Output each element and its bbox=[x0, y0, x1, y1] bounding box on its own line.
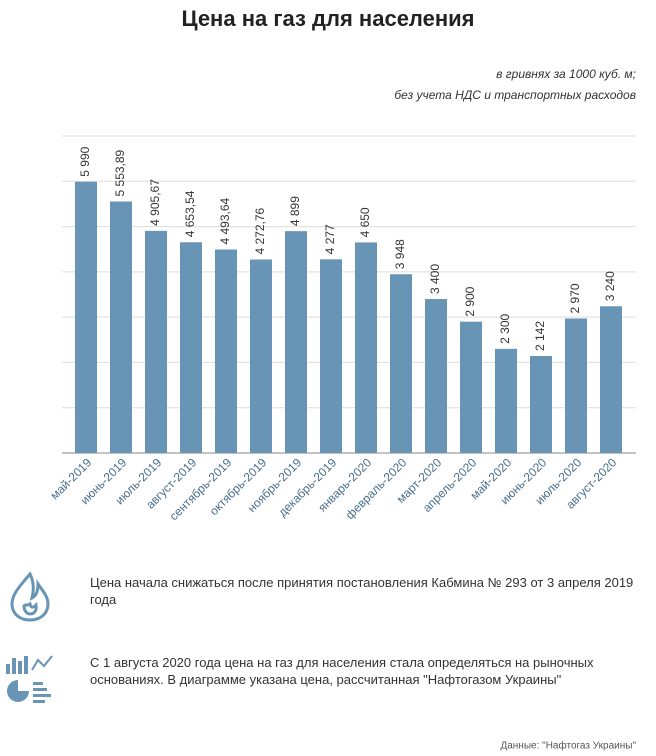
value-label: 2 900 bbox=[463, 286, 477, 316]
value-label: 4 905,67 bbox=[148, 179, 162, 226]
value-label: 3 400 bbox=[428, 264, 442, 294]
note-text: года bbox=[90, 592, 117, 607]
bar bbox=[250, 259, 272, 453]
x-tick-label: февраль-2020 bbox=[343, 455, 410, 522]
subtitle: в гривнях за 1000 куб. м; bbox=[496, 67, 636, 81]
bar bbox=[285, 231, 307, 453]
note: С 1 августа 2020 года цена на газ для на… bbox=[90, 655, 594, 687]
value-label: 4 650 bbox=[358, 207, 372, 237]
bar bbox=[75, 181, 97, 453]
note-text: основаниях. В диаграмме указана цена, ра… bbox=[90, 672, 562, 687]
value-label: 3 240 bbox=[603, 271, 617, 301]
bar bbox=[180, 242, 202, 453]
value-label: 4 899 bbox=[288, 196, 302, 226]
value-label: 4 272,76 bbox=[253, 207, 267, 254]
value-label: 2 142 bbox=[533, 321, 547, 351]
bar bbox=[110, 201, 132, 453]
value-label: 5 553,89 bbox=[113, 149, 127, 196]
note-text: С 1 августа 2020 года цена на газ для на… bbox=[90, 655, 594, 670]
note: Цена начала снижаться после принятия пос… bbox=[90, 575, 633, 607]
value-label: 2 300 bbox=[498, 313, 512, 343]
chart-icon bbox=[6, 655, 53, 703]
bar bbox=[355, 242, 377, 453]
value-label: 4 493,64 bbox=[218, 197, 232, 244]
bar bbox=[425, 299, 447, 453]
flame-icon bbox=[10, 571, 50, 622]
source: Данные: "Нафтогаз Украины" bbox=[500, 740, 636, 752]
value-label: 4 653,54 bbox=[183, 190, 197, 237]
bar bbox=[495, 348, 517, 453]
bar bbox=[565, 318, 587, 453]
value-label: 5 990 bbox=[78, 146, 92, 176]
subtitle: без учета НДС и транспортных расходов bbox=[394, 88, 636, 102]
bar bbox=[530, 355, 552, 453]
chart-title: Цена на газ для населения bbox=[181, 6, 474, 31]
bar bbox=[460, 321, 482, 453]
bar bbox=[145, 230, 167, 453]
bar bbox=[320, 259, 342, 453]
bar bbox=[215, 249, 237, 453]
bar bbox=[390, 274, 412, 453]
value-label: 2 970 bbox=[568, 283, 582, 313]
value-label: 3 948 bbox=[393, 239, 407, 269]
value-label: 4 277 bbox=[323, 224, 337, 254]
bar bbox=[600, 306, 622, 453]
note-text: Цена начала снижаться после принятия пос… bbox=[90, 575, 633, 590]
